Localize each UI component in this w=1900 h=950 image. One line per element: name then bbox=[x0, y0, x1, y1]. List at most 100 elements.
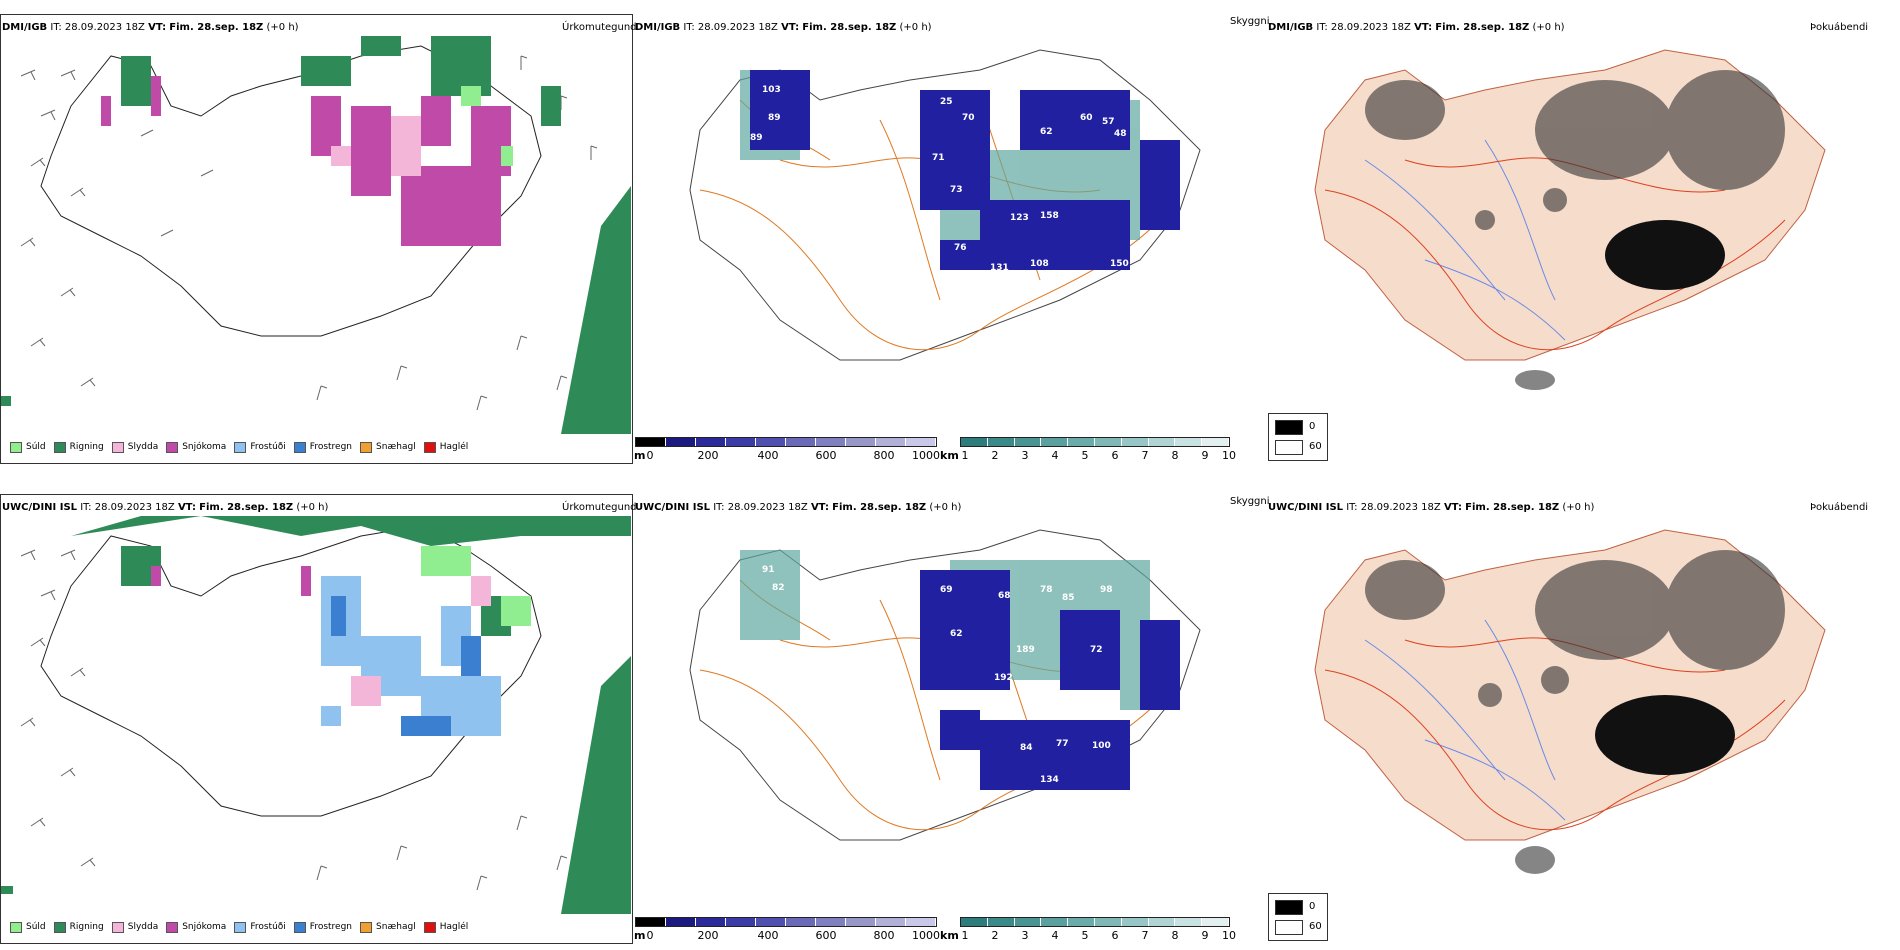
cloud-value: 73 bbox=[950, 185, 963, 195]
init-time: IT: 28.09.2023 18Z bbox=[713, 502, 808, 513]
legend-swatch-light bbox=[1275, 920, 1303, 935]
valid-time: Fim. 28.sep. 18Z bbox=[199, 502, 294, 513]
fog-shading bbox=[1365, 70, 1785, 390]
legend-swatch-snaehagl bbox=[360, 921, 373, 933]
legend-swatch-slydda bbox=[111, 921, 124, 933]
valid-time: Fim. 28.sep. 18Z bbox=[169, 22, 264, 33]
legend-swatch-light bbox=[1275, 440, 1303, 455]
tick-label: 10 bbox=[1222, 929, 1236, 942]
tick-label: 6 bbox=[1111, 929, 1119, 942]
precip-map bbox=[1, 516, 631, 914]
legend-value: 0 bbox=[1309, 421, 1316, 432]
legend-swatch-rigning bbox=[53, 921, 66, 933]
init-time: IT: 28.09.2023 18Z bbox=[1316, 22, 1411, 33]
cloud-base-area bbox=[920, 570, 1180, 790]
legend-label: Súld bbox=[26, 922, 46, 932]
tick-label: 800 bbox=[873, 449, 895, 462]
init-time: IT: 28.09.2023 18Z bbox=[683, 22, 778, 33]
cloud-value: 158 bbox=[1040, 211, 1059, 221]
cloud-value: 85 bbox=[1062, 593, 1075, 603]
cloud-value: 131 bbox=[990, 263, 1009, 273]
init-time: IT: 28.09.2023 18Z bbox=[80, 502, 175, 513]
valid-time: Fim. 28.sep. 18Z bbox=[832, 502, 927, 513]
cloud-header: UWC/DINI ISL IT: 28.09.2023 18Z VT: Fim.… bbox=[635, 502, 961, 514]
tick-label: 0 bbox=[646, 929, 654, 942]
legend-swatch-snaehagl bbox=[360, 441, 373, 453]
legend-label: Rigning bbox=[69, 442, 104, 452]
legend-label: Snæhagl bbox=[376, 922, 416, 932]
cloud-value: 71 bbox=[932, 153, 945, 163]
tick-label: 2 bbox=[991, 449, 999, 462]
legend-label: Haglél bbox=[439, 922, 469, 932]
fog-map bbox=[1314, 529, 1826, 874]
valid-label: VT: bbox=[781, 22, 800, 33]
precip-suld bbox=[461, 86, 513, 166]
fog-legend: 0 60 bbox=[1268, 413, 1328, 461]
cloud-value: 89 bbox=[750, 133, 763, 143]
fog-dense bbox=[1595, 695, 1735, 775]
cloud-value: 70 bbox=[962, 113, 975, 123]
precip-legend: Súld Rigning Slydda Snjókoma Frostúði Fr… bbox=[2, 917, 468, 937]
legend-label: Súld bbox=[26, 442, 46, 452]
cloud-value: 100 bbox=[1092, 741, 1111, 751]
legend-value: 0 bbox=[1309, 901, 1316, 912]
iceland-outline bbox=[40, 525, 542, 817]
cloud-value: 62 bbox=[1040, 127, 1053, 137]
legend-swatch-haglel bbox=[423, 441, 436, 453]
tick-label: 1 bbox=[961, 929, 969, 942]
model-name: DMI/IGB bbox=[2, 22, 48, 33]
valid-time: Fim. 28.sep. 18Z bbox=[1435, 22, 1530, 33]
fog-map bbox=[1314, 49, 1826, 390]
cloud-value: 150 bbox=[1110, 259, 1129, 269]
legend-label: Haglél bbox=[439, 442, 469, 452]
fog-shading bbox=[1365, 550, 1785, 874]
cloud-panel-title: Skyggni bbox=[1230, 496, 1270, 507]
wind-barbs bbox=[20, 549, 568, 891]
legend-swatch-snjokoma bbox=[166, 441, 179, 453]
cloud-value: 103 bbox=[762, 85, 781, 95]
legend-label: Snjókoma bbox=[182, 922, 227, 932]
precip-panel-title: Úrkomutegund bbox=[562, 502, 637, 513]
fog-panel-title: Þokuábendi bbox=[1810, 502, 1869, 513]
legend-swatch-frostudi bbox=[234, 441, 247, 453]
precip-slydda bbox=[351, 576, 491, 706]
legend-label: Frostúði bbox=[250, 922, 286, 932]
forecast-offset: (+0 h) bbox=[296, 502, 329, 513]
legend-label: Frostregn bbox=[309, 922, 353, 932]
fog-legend: 0 60 bbox=[1268, 893, 1328, 941]
tick-label: 9 bbox=[1201, 929, 1209, 942]
tick-label: 3 bbox=[1021, 929, 1029, 942]
cloud-value: 77 bbox=[1056, 739, 1069, 749]
forecast-offset: (+0 h) bbox=[929, 502, 962, 513]
cloud-values-row-1: 103 89 89 25 70 71 73 60 57 62 48 123 15… bbox=[750, 85, 1129, 273]
tick-label: 7 bbox=[1141, 929, 1149, 942]
tick-label: 10 bbox=[1222, 449, 1236, 462]
valid-time: Fim. 28.sep. 18Z bbox=[802, 22, 897, 33]
model-name: DMI/IGB bbox=[635, 22, 681, 33]
cloud-value: 76 bbox=[954, 243, 967, 253]
visibility-colorbar bbox=[960, 437, 1230, 447]
precip-slydda bbox=[331, 116, 421, 176]
model-name: UWC/DINI ISL bbox=[1268, 502, 1344, 513]
cloud-value: 25 bbox=[940, 97, 953, 107]
precip-map-frame bbox=[0, 494, 633, 944]
cloud-value: 62 bbox=[950, 629, 963, 639]
cloud-value: 60 bbox=[1080, 113, 1093, 123]
precip-snjokoma bbox=[101, 76, 511, 246]
tick-label: 8 bbox=[1171, 929, 1179, 942]
legend-swatch-suld bbox=[10, 921, 22, 933]
tick-label: 8 bbox=[1171, 449, 1179, 462]
valid-label: VT: bbox=[148, 22, 167, 33]
visibility-unit: km bbox=[940, 449, 959, 462]
precip-map-frame bbox=[0, 14, 633, 464]
wind-barbs bbox=[20, 55, 598, 411]
tick-label: 200 bbox=[697, 929, 719, 942]
legend-swatch-suld bbox=[10, 441, 22, 453]
cloud-value: 192 bbox=[994, 673, 1013, 683]
cloud-value: 89 bbox=[768, 113, 781, 123]
tick-label: 1000 bbox=[912, 449, 940, 462]
cloud-panel-title: Skyggni bbox=[1230, 16, 1270, 27]
cloud-header: DMI/IGB IT: 28.09.2023 18Z VT: Fim. 28.s… bbox=[635, 22, 932, 34]
cloud-base-unit: m bbox=[634, 449, 646, 462]
valid-label: VT: bbox=[1443, 502, 1462, 513]
